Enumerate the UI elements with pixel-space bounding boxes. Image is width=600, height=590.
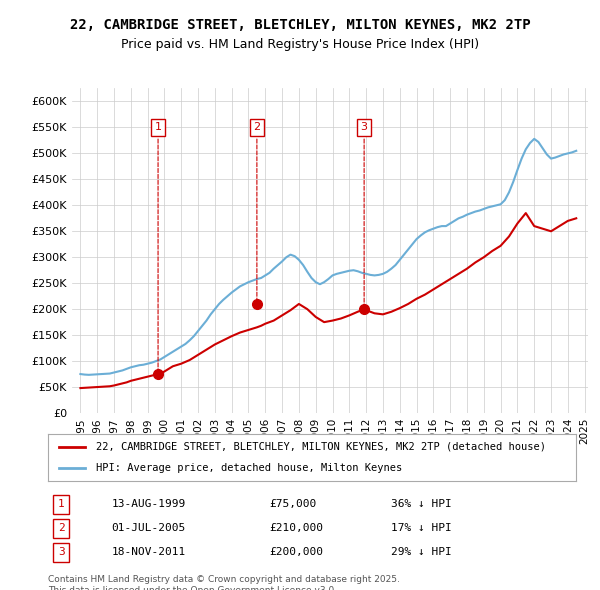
Text: 2: 2: [58, 523, 65, 533]
Text: 1: 1: [58, 499, 65, 509]
Text: £75,000: £75,000: [270, 499, 317, 509]
Text: 01-JUL-2005: 01-JUL-2005: [112, 523, 185, 533]
Text: £210,000: £210,000: [270, 523, 324, 533]
Text: 29% ↓ HPI: 29% ↓ HPI: [391, 547, 452, 557]
Text: Price paid vs. HM Land Registry's House Price Index (HPI): Price paid vs. HM Land Registry's House …: [121, 38, 479, 51]
Text: 1: 1: [155, 123, 161, 371]
Text: 17% ↓ HPI: 17% ↓ HPI: [391, 523, 452, 533]
Text: 22, CAMBRIDGE STREET, BLETCHLEY, MILTON KEYNES, MK2 2TP (detached house): 22, CAMBRIDGE STREET, BLETCHLEY, MILTON …: [95, 442, 545, 452]
Text: HPI: Average price, detached house, Milton Keynes: HPI: Average price, detached house, Milt…: [95, 463, 402, 473]
Text: 18-NOV-2011: 18-NOV-2011: [112, 547, 185, 557]
Text: £200,000: £200,000: [270, 547, 324, 557]
Text: 22, CAMBRIDGE STREET, BLETCHLEY, MILTON KEYNES, MK2 2TP: 22, CAMBRIDGE STREET, BLETCHLEY, MILTON …: [70, 18, 530, 32]
Text: Contains HM Land Registry data © Crown copyright and database right 2025.
This d: Contains HM Land Registry data © Crown c…: [48, 575, 400, 590]
Text: 2: 2: [253, 123, 260, 301]
Text: 36% ↓ HPI: 36% ↓ HPI: [391, 499, 452, 509]
Text: 13-AUG-1999: 13-AUG-1999: [112, 499, 185, 509]
Text: 3: 3: [58, 547, 65, 557]
Text: 3: 3: [361, 123, 368, 306]
